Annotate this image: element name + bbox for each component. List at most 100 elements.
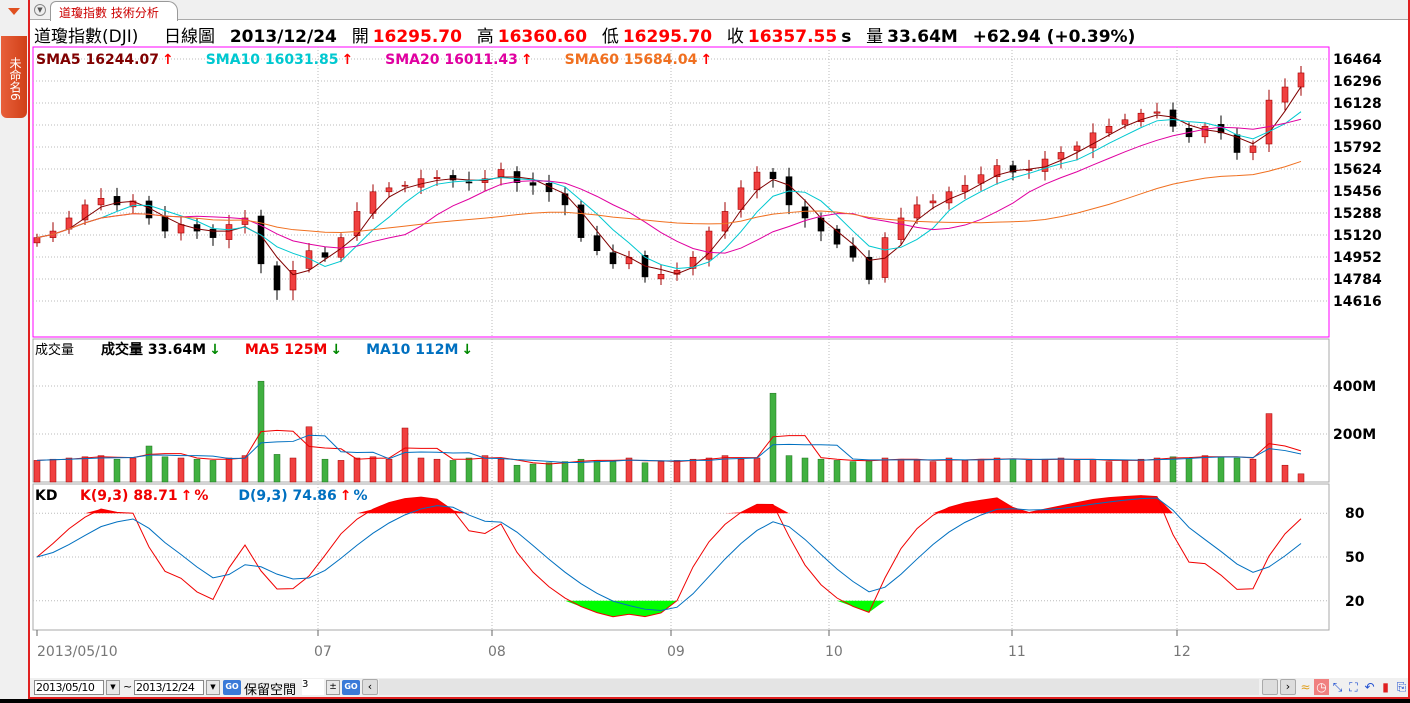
chart-style-icon[interactable]: ≈ [1300, 680, 1311, 694]
volume-bar [529, 463, 537, 483]
price-tick-label: 15456 [1333, 184, 1382, 200]
candle-body [1057, 152, 1065, 160]
volume-bar [1105, 461, 1113, 483]
high-value: 16360.60 [497, 27, 588, 47]
export-icon[interactable]: ⎘ [1396, 680, 1407, 694]
kd-zone-fill [981, 497, 997, 514]
clock-icon[interactable]: ◷ [1314, 679, 1329, 695]
candle-body [961, 184, 969, 193]
volume-bar [1121, 460, 1129, 483]
volume-bar [273, 454, 281, 483]
price-legend-label: SMA10 16031.85 [206, 52, 339, 68]
d-line [36, 497, 1302, 611]
volume-bar [897, 458, 905, 483]
volume-tick-label: 400M [1333, 379, 1376, 395]
candle-body [705, 230, 713, 260]
undo-icon[interactable]: ↶ [1364, 680, 1375, 694]
kd-zone-fill [597, 600, 613, 617]
candle-body [913, 204, 921, 219]
zoom-in-icon[interactable]: ⤡ [1332, 680, 1343, 694]
candle-body [113, 196, 121, 206]
go-button-2[interactable]: GO [342, 680, 360, 695]
kd-zone-fill [581, 600, 597, 613]
go-button[interactable]: GO [223, 680, 241, 695]
candle-body [1041, 158, 1049, 172]
volume-bar [993, 457, 1001, 483]
x-axis-label: 08 [488, 644, 506, 660]
scroll-right-button[interactable]: › [1280, 679, 1296, 695]
price-tick-label: 16296 [1333, 74, 1382, 90]
volume-bar [337, 460, 345, 483]
volume-label: 量 [866, 27, 884, 47]
scroll-left-button[interactable]: ‹ [362, 679, 378, 695]
price-tick-label: 15960 [1333, 118, 1382, 134]
volume-bar [129, 457, 137, 483]
scrollbar-track[interactable] [379, 679, 1259, 695]
close-suffix: s [841, 27, 852, 47]
left-sheet-bar: 未命名6 [0, 0, 28, 699]
quote-date: 2013/12/24 [229, 27, 337, 47]
candle-body [561, 193, 569, 206]
candle-body [609, 252, 617, 265]
kd-zone-fill [645, 600, 661, 617]
start-date-dropdown[interactable]: ▼ [106, 680, 120, 695]
sheet-tab[interactable]: 未命名6 [1, 36, 27, 118]
open-value: 16295.70 [372, 27, 462, 47]
candle-body [1249, 145, 1257, 153]
price-legend-label: SMA60 15684.04 [565, 52, 698, 68]
kd-zone-fill [85, 509, 101, 514]
volume-bar [673, 460, 681, 483]
volume-bar [145, 445, 153, 483]
volume-bar [593, 460, 601, 483]
kd-zone-fill [421, 497, 437, 514]
volume-bar [913, 460, 921, 483]
candle-body [1137, 112, 1145, 123]
volume-bar [225, 457, 233, 483]
kd-zone-fill [949, 502, 965, 514]
kd-zone-fill [389, 498, 405, 514]
end-date-dropdown[interactable]: ▼ [206, 680, 220, 695]
volume-bar [929, 461, 937, 483]
kd-tick-label: 80 [1345, 506, 1365, 522]
price-tick-label: 16464 [1333, 52, 1382, 68]
tab-technical-analysis[interactable]: 道瓊指數 技術分析 [50, 1, 178, 21]
candle-body [241, 217, 249, 225]
volume-bar [1089, 458, 1097, 483]
volume-bar [1153, 457, 1161, 483]
scroll-thumb[interactable] [1262, 679, 1278, 695]
price-tick-label: 14784 [1333, 272, 1382, 288]
candle-body [1105, 126, 1113, 134]
indicator-icon[interactable]: ▮ [1382, 680, 1389, 694]
candle-body [849, 245, 857, 258]
candle-body [593, 235, 601, 252]
kd-zone-fill [373, 502, 389, 514]
volume-bar [49, 458, 57, 483]
volume-bar [209, 460, 217, 483]
reserve-space-input[interactable]: 3 [302, 679, 324, 695]
candle-body [417, 178, 425, 188]
end-date-input[interactable]: 2013/12/24 [134, 680, 204, 695]
x-axis-label: 2013/05/10 [37, 644, 118, 660]
volume-bar [1169, 456, 1177, 483]
kd-zone-fill [1125, 495, 1141, 514]
dropdown-arrow-icon[interactable] [8, 8, 20, 15]
reserve-space-stepper[interactable]: ± [326, 680, 340, 695]
arrow-up-icon: ↑ [700, 52, 712, 68]
volume-bar [65, 457, 73, 483]
kd-zone-fill [1093, 497, 1109, 514]
volume-bar [721, 455, 729, 483]
volume-bar [1073, 460, 1081, 483]
arrow-up-icon: ↑ [162, 52, 174, 68]
candle-body [1089, 132, 1097, 149]
tab-menu-button[interactable]: ▼ [34, 4, 46, 16]
candle-body [1073, 145, 1081, 151]
zoom-out-icon[interactable]: ⛶ [1349, 680, 1358, 694]
change-value: +62.94 (+0.39%) [972, 27, 1136, 47]
kd-legend-suffix: % [354, 488, 368, 504]
volume-bar [289, 457, 297, 483]
k-line [36, 495, 1302, 618]
candle-body [657, 273, 665, 280]
x-axis-label: 10 [825, 644, 843, 660]
start-date-input[interactable]: 2013/05/10 [34, 680, 104, 695]
kd-legend-label: D(9,3) 74.86 [238, 488, 336, 504]
